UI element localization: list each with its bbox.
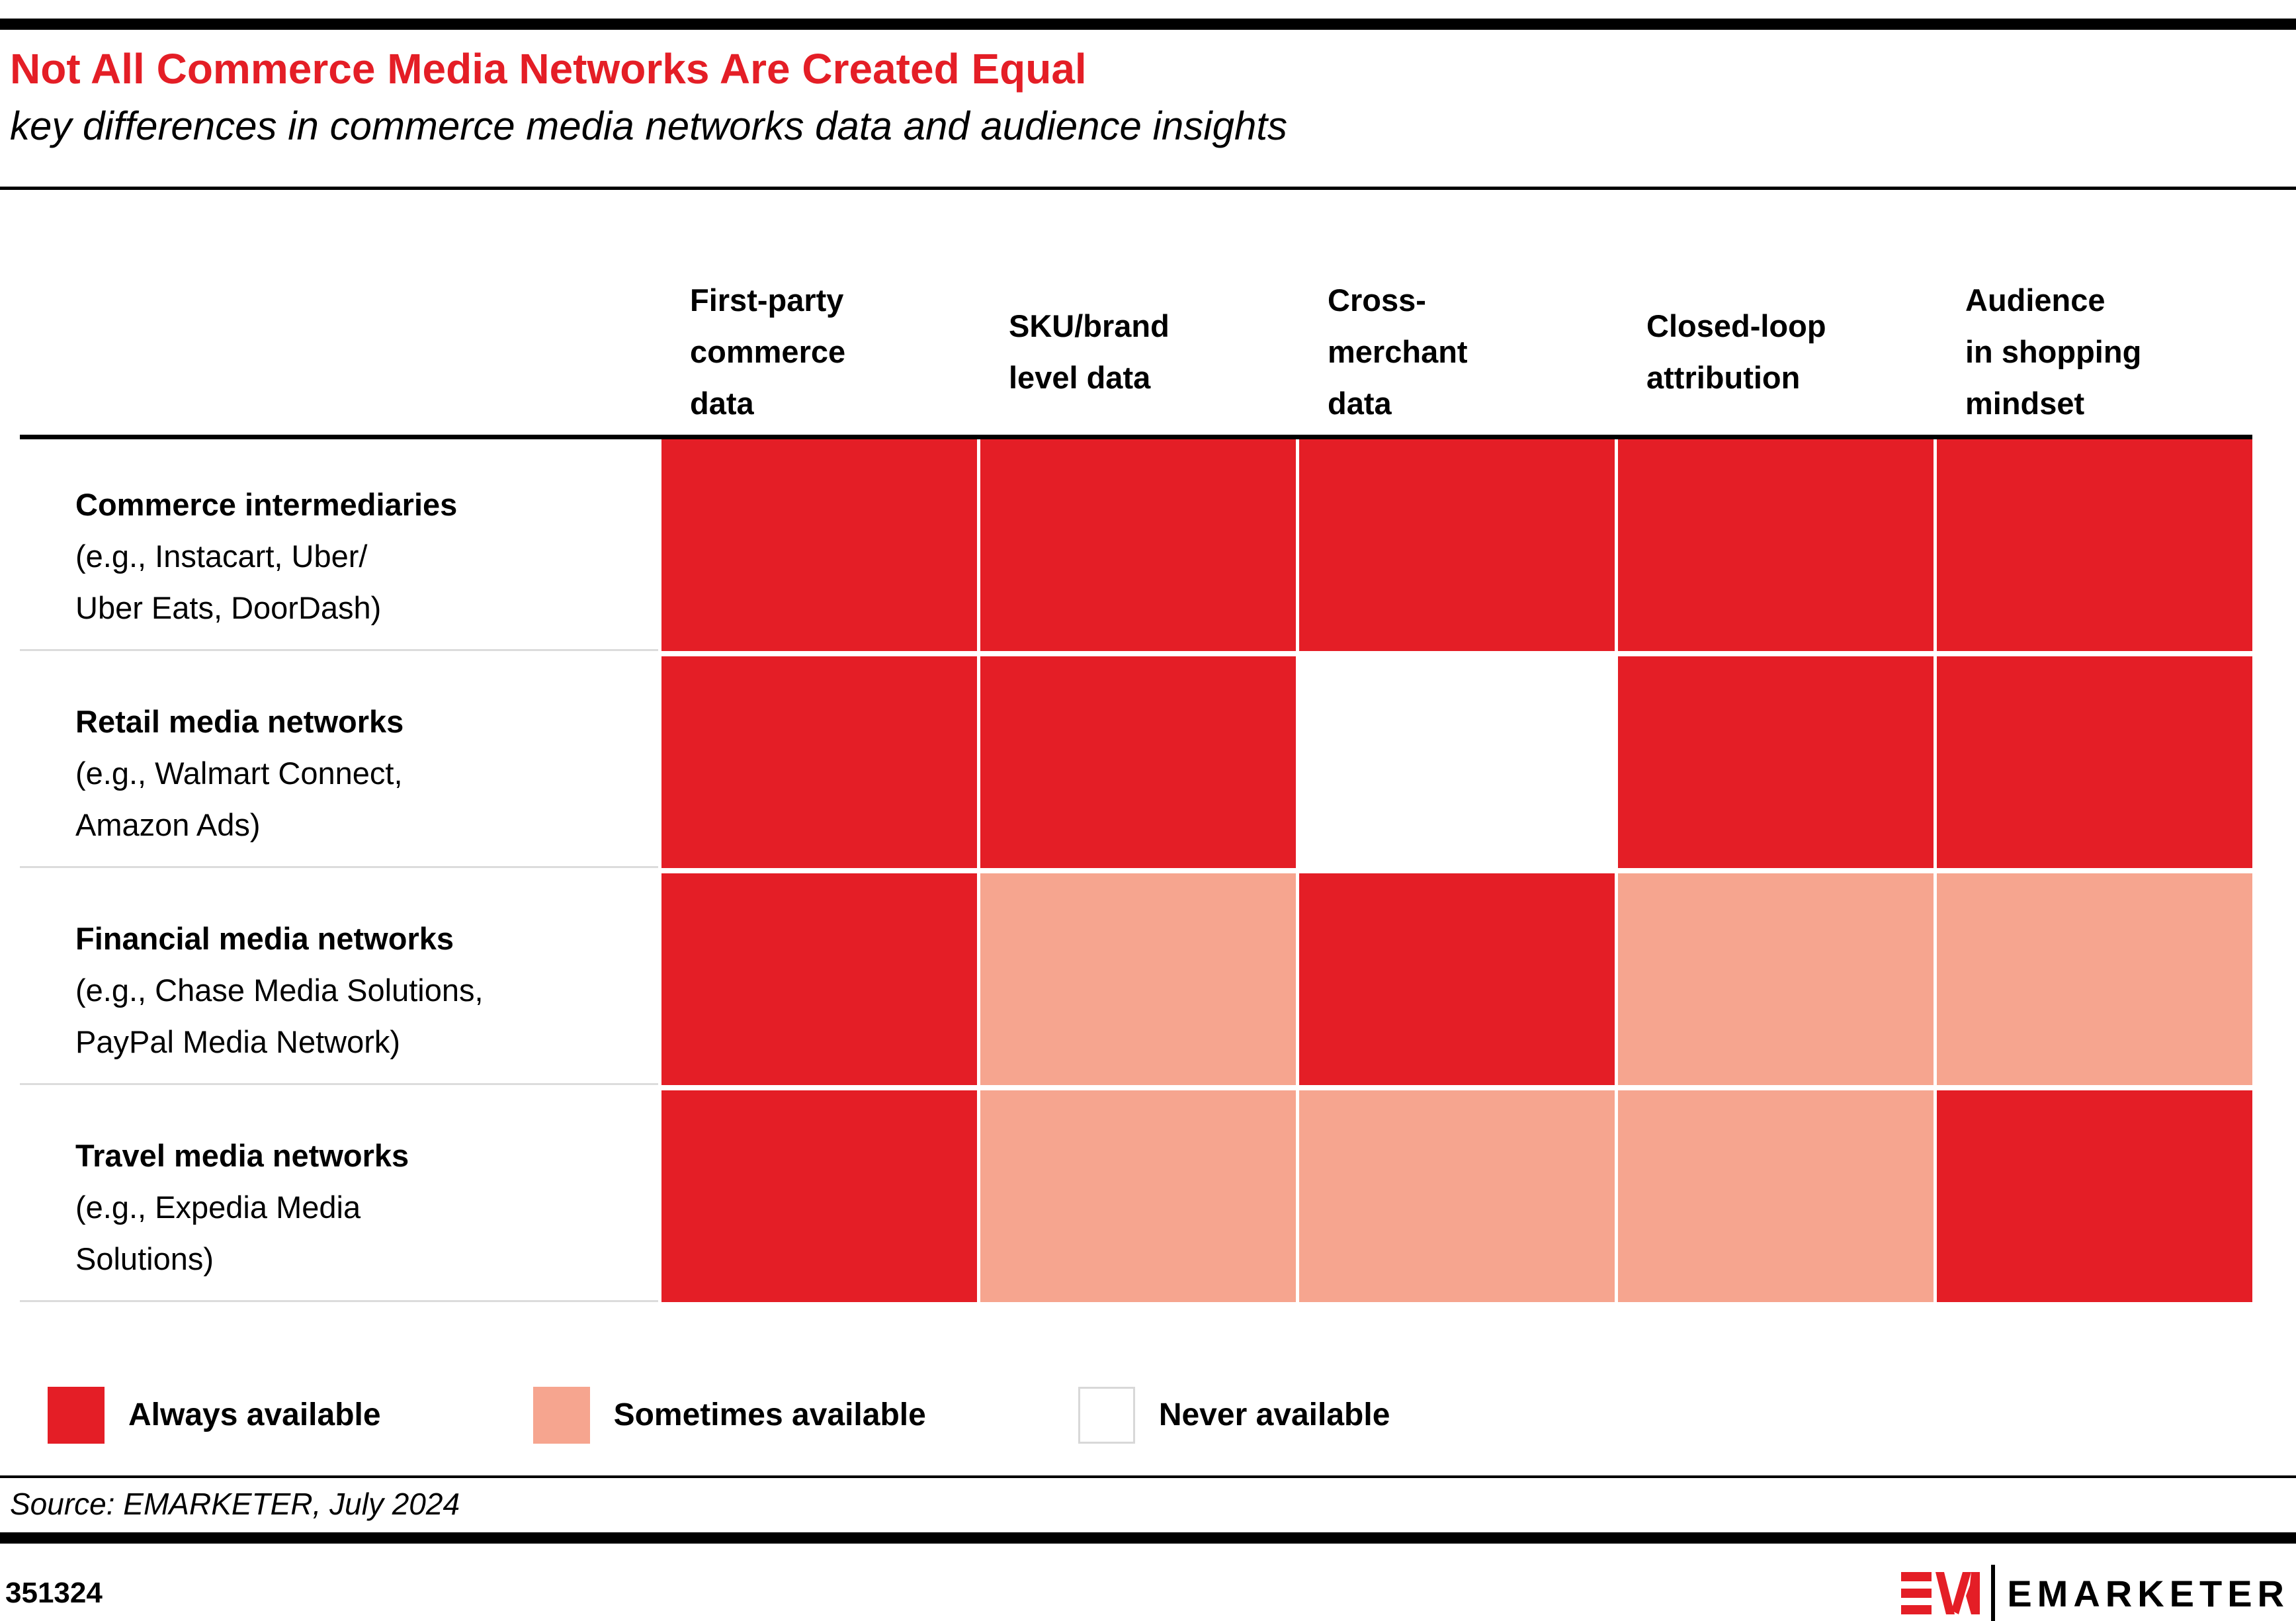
matrix-cell xyxy=(661,656,977,868)
page-subtitle: key differences in commerce media networ… xyxy=(10,103,1288,148)
matrix-cell xyxy=(1937,873,2252,1085)
brand-wordmark: EMARKETER xyxy=(2007,1572,2289,1614)
legend-label: Always available xyxy=(128,1397,381,1433)
matrix-cell xyxy=(1299,656,1615,868)
matrix-cell xyxy=(661,873,977,1085)
logo-separator-bar xyxy=(1991,1565,1996,1621)
matrix-cell xyxy=(1937,1090,2252,1302)
matrix-cell xyxy=(1937,439,2252,651)
matrix-cell xyxy=(661,1090,977,1302)
chart-id: 351324 xyxy=(5,1577,103,1610)
matrix-cell xyxy=(980,439,1296,651)
column-header-first-party-commerce-data: First-party commerce data xyxy=(690,282,846,421)
top-divider-bar xyxy=(0,19,2296,30)
row-name: Retail media networks xyxy=(75,703,404,739)
matrix-cell xyxy=(980,656,1296,868)
legend-label: Never available xyxy=(1158,1397,1390,1433)
legend-label: Sometimes available xyxy=(613,1397,926,1433)
matrix-cell xyxy=(1299,439,1615,651)
row-examples: (e.g., Chase Media Solutions, PayPal Med… xyxy=(75,972,484,1059)
matrix-cell xyxy=(980,1090,1296,1302)
matrix-cell xyxy=(1299,1090,1615,1302)
column-header-cross-merchant-data: Cross- merchant data xyxy=(1328,282,1468,421)
legend-item-never: Never available xyxy=(1078,1386,1390,1444)
matrix-cell xyxy=(1937,656,2252,868)
emarketer-logo: EMARKETER xyxy=(1901,1565,2289,1621)
matrix-cell xyxy=(1618,439,1934,651)
column-header-spacer xyxy=(20,269,658,435)
page-title: Not All Commerce Media Networks Are Crea… xyxy=(10,45,1087,93)
source-note: Source: EMARKETER, July 2024 xyxy=(10,1486,460,1521)
row-name: Travel media networks xyxy=(75,1137,409,1173)
row-examples: (e.g., Expedia Media Solutions) xyxy=(75,1189,361,1276)
matrix-cell xyxy=(980,873,1296,1085)
header-divider-line xyxy=(0,186,2296,190)
matrix-cell xyxy=(1299,873,1615,1085)
row-label-financial-media-networks: Financial media networks (e.g., Chase Me… xyxy=(20,873,658,1085)
legend-swatch-never xyxy=(1078,1386,1135,1444)
matrix-cell xyxy=(1618,1090,1934,1302)
legend: Always available Sometimes available Nev… xyxy=(0,1386,2296,1444)
column-header-audience-in-shopping-mindset: Audience in shopping mindset xyxy=(1965,282,2142,421)
column-header-closed-loop-attribution: Closed-loop attribution xyxy=(1646,308,1826,395)
matrix-cell xyxy=(661,439,977,651)
row-name: Financial media networks xyxy=(75,920,454,956)
source-divider-line xyxy=(0,1475,2296,1478)
row-label-retail-media-networks: Retail media networks (e.g., Walmart Con… xyxy=(20,656,658,868)
availability-matrix: Commerce intermediaries (e.g., Instacart… xyxy=(20,434,2252,1302)
row-label-travel-media-networks: Travel media networks (e.g., Expedia Med… xyxy=(20,1090,658,1302)
legend-swatch-always xyxy=(48,1386,105,1444)
matrix-cell xyxy=(1618,656,1934,868)
row-examples: (e.g., Walmart Connect, Amazon Ads) xyxy=(75,755,403,842)
legend-item-sometimes: Sometimes available xyxy=(532,1386,926,1444)
legend-item-always: Always available xyxy=(48,1386,381,1444)
em-monogram-icon xyxy=(1901,1569,1980,1617)
footer-divider-bar xyxy=(0,1532,2296,1544)
row-label-commerce-intermediaries: Commerce intermediaries (e.g., Instacart… xyxy=(20,439,658,651)
legend-swatch-sometimes xyxy=(532,1386,590,1444)
row-name: Commerce intermediaries xyxy=(75,486,458,522)
matrix-cell xyxy=(1618,873,1934,1085)
row-examples: (e.g., Instacart, Uber/ Uber Eats, DoorD… xyxy=(75,538,382,625)
footer: 351324 EMARKETER xyxy=(0,1565,2296,1621)
column-headers: First-party commerce data SKU/brand leve… xyxy=(20,269,2252,435)
column-header-sku-brand-level-data: SKU/brand level data xyxy=(1009,308,1169,395)
